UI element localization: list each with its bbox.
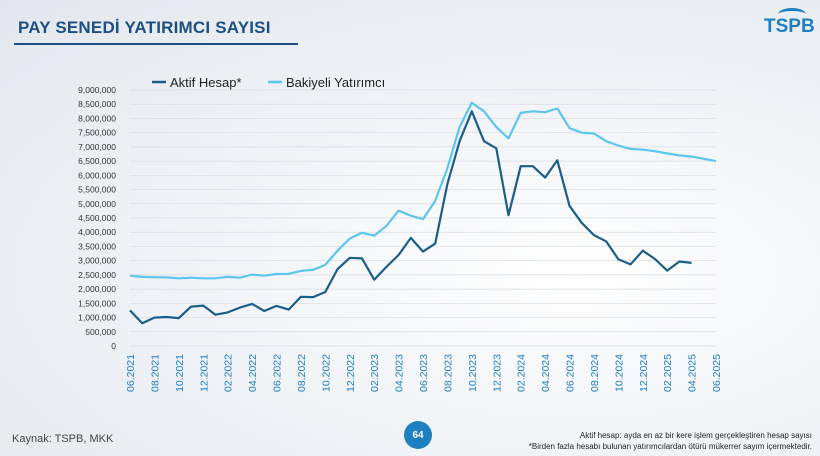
y-tick-label: 7,000,000 [78,142,116,152]
y-axis: 0 500,000 1,000,000 1,500,000 2,000,000 2,500… [78,85,116,351]
x-tick-label: 08.2022 [296,354,308,392]
legend-label: Aktif Hesap* [170,75,242,90]
y-tick-label: 1,500,000 [78,298,116,308]
x-tick-label: 04.2025 [687,354,699,392]
x-tick-label: 04.2024 [540,354,552,392]
y-tick-label: 7,500,000 [78,128,116,138]
y-tick-label: 0 [111,341,116,351]
footnote-duplicate-count: *Birden fazla hesabı bulunan yatırımcıla… [528,442,812,451]
page-number-badge: 64 [404,421,432,449]
investor-count-chart: 0 500,000 1,000,000 1,500,000 2,000,000 2,500… [78,75,723,392]
y-tick-label: 3,500,000 [78,241,116,251]
x-tick-label: 04.2022 [247,354,259,392]
x-tick-label: 10.2023 [467,354,479,392]
x-tick-label: 08.2021 [149,354,161,392]
y-tick-label: 4,500,000 [78,213,116,223]
chart-legend: Aktif Hesap* Bakiyeli Yatırımcı [152,75,385,90]
x-axis: 06.2021 08.2021 10.2021 12.2021 02.2022 04.20… [125,354,723,392]
series-line-aktif-hesap [129,110,692,325]
x-tick-label: 12.2024 [638,354,650,392]
y-tick-label: 500,000 [85,327,116,337]
footnote-active-account: Aktif hesap: ayda en az bir kere işlem g… [579,431,812,440]
x-tick-label: 06.2024 [565,354,577,392]
y-tick-label: 6,000,000 [78,170,116,180]
y-tick-label: 5,000,000 [78,199,116,209]
footnotes: Aktif hesap: ayda en az bir kere işlem g… [529,430,812,452]
x-tick-label: 10.2021 [174,354,186,392]
chart-series [129,101,717,325]
x-tick-label: 06.2025 [711,354,723,392]
logo-text: TSPB [764,16,815,37]
x-tick-label: 12.2021 [198,354,210,392]
tspb-logo: TSPB [760,6,820,40]
y-tick-label: 1,000,000 [78,313,116,323]
x-tick-label: 02.2022 [223,354,235,392]
y-tick-label: 8,000,000 [78,113,116,123]
x-tick-label: 08.2024 [589,354,601,392]
series-line-bakiyeli-yatirimci [129,101,717,280]
x-tick-label: 04.2023 [394,354,406,392]
x-tick-label: 02.2024 [516,354,528,392]
x-tick-label: 08.2023 [442,354,454,392]
y-tick-label: 3,000,000 [78,256,116,266]
y-tick-label: 2,000,000 [78,284,116,294]
x-tick-label: 12.2023 [491,354,503,392]
x-tick-label: 02.2023 [369,354,381,392]
x-tick-label: 10.2022 [320,354,332,392]
logo-arc-icon [778,8,806,21]
x-tick-label: 12.2022 [345,354,357,392]
y-tick-label: 4,000,000 [78,227,116,237]
y-tick-label: 9,000,000 [78,85,116,95]
y-tick-label: 2,500,000 [78,270,116,280]
page-title: PAY SENEDİ YATIRIMCI SAYISI [18,18,271,37]
x-tick-label: 06.2021 [125,354,137,392]
x-tick-label: 06.2022 [272,354,284,392]
x-tick-label: 06.2023 [418,354,430,392]
x-tick-label: 10.2024 [613,354,625,392]
y-tick-label: 5,500,000 [78,185,116,195]
title-underline [14,43,298,45]
y-tick-label: 8,500,000 [78,99,116,109]
y-tick-label: 6,500,000 [78,156,116,166]
source-note: Kaynak: TSPB, MKK [12,433,114,445]
x-tick-label: 02.2025 [662,354,674,392]
legend-label: Bakiyeli Yatırımcı [286,75,385,90]
